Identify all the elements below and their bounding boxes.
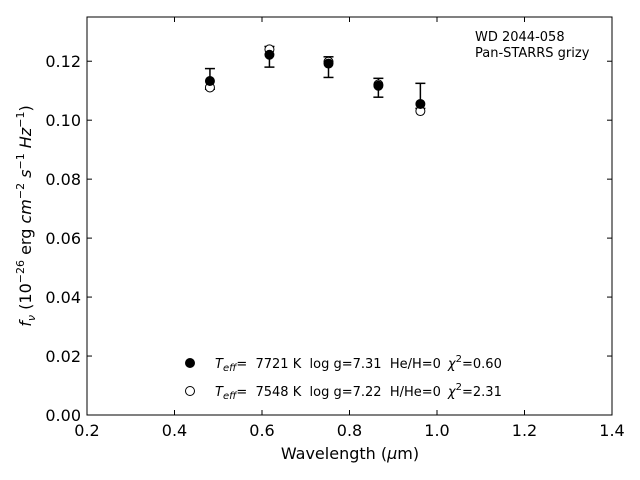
ticks-group: 0.2 0.4 0.6 0.8 1.0 1.2 1.4 0.00 0.02 0.04 0.06 0.0… bbox=[45, 17, 625, 440]
annotation-subtitle: Pan-STARRS grizy bbox=[475, 46, 590, 61]
plot-frame bbox=[86, 16, 613, 416]
x-tick-label: 0.6 bbox=[249, 421, 274, 440]
data-point-filled bbox=[264, 49, 275, 60]
legend-marker-open bbox=[185, 386, 195, 396]
data-point-filled bbox=[415, 98, 426, 109]
x-tick-label: 1.4 bbox=[599, 421, 624, 440]
y-tick-label: 0.06 bbox=[45, 229, 81, 248]
y-tick-label: 0.00 bbox=[45, 406, 81, 425]
x-tick-label: 1.0 bbox=[424, 421, 449, 440]
y-tick-label: 0.08 bbox=[45, 170, 81, 189]
x-axis-label: Wavelength (μm) bbox=[281, 444, 419, 463]
annotation-title: WD 2044-058 bbox=[475, 30, 565, 45]
x-tick-label: 0.4 bbox=[162, 421, 187, 440]
y-tick-label: 0.12 bbox=[45, 52, 81, 71]
y-tick-label: 0.04 bbox=[45, 288, 81, 307]
legend-entry-2: Teff= 7548 K log g=7.22 H/He=0 χ2=2.31 bbox=[215, 382, 502, 402]
data-point-filled bbox=[204, 75, 215, 86]
y-tick-label: 0.10 bbox=[45, 111, 81, 130]
markers-group bbox=[204, 44, 426, 117]
legend: Teff= 7721 K log g=7.31 He/H=0 χ2=0.60 Te… bbox=[185, 354, 502, 402]
error-bars-group bbox=[204, 45, 426, 110]
legend-marker-filled bbox=[185, 358, 195, 368]
x-tick-label: 1.2 bbox=[512, 421, 537, 440]
legend-entry-1: Teff= 7721 K log g=7.31 He/H=0 χ2=0.60 bbox=[215, 354, 502, 374]
data-point-filled bbox=[373, 80, 384, 91]
y-axis-label: fν (10−26 erg cm−2 s−1 Hz−1) bbox=[14, 105, 38, 326]
x-tick-label: 0.8 bbox=[337, 421, 362, 440]
data-point-filled bbox=[323, 58, 334, 69]
x-tick-label: 0.2 bbox=[74, 421, 99, 440]
y-tick-label: 0.02 bbox=[45, 347, 81, 366]
